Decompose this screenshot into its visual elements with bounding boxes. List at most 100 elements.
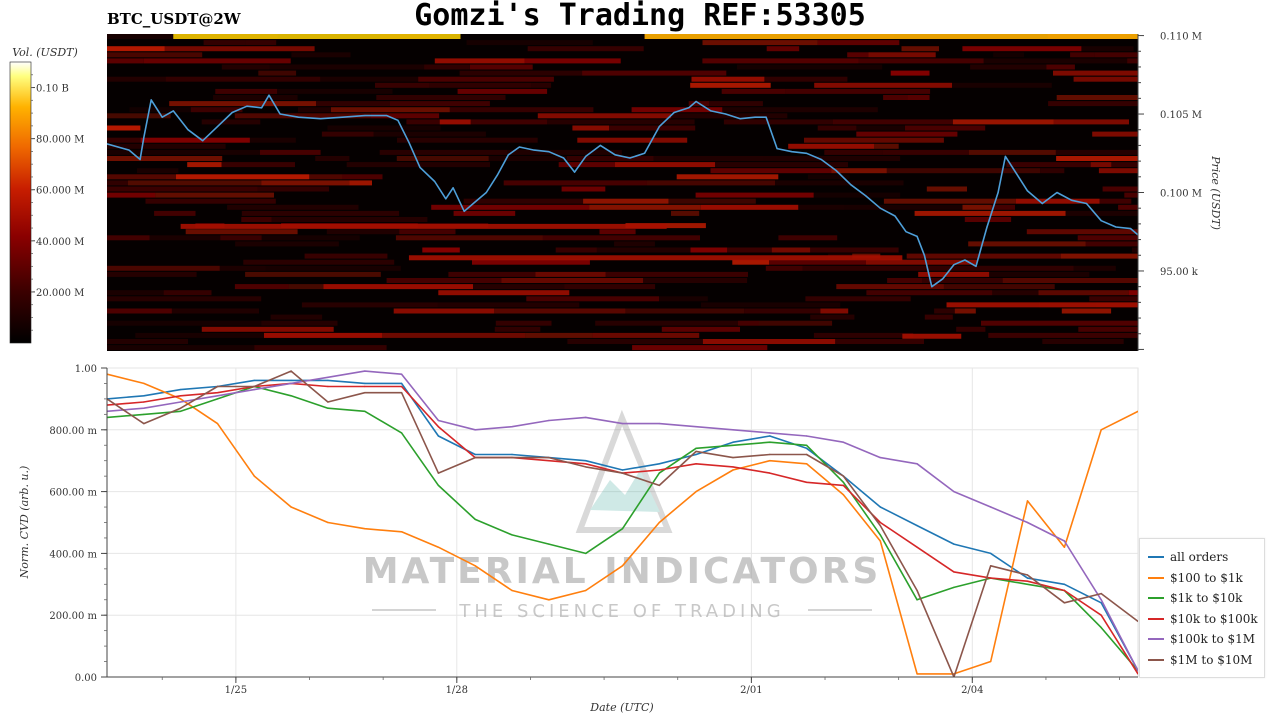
cvd-point bbox=[732, 469, 734, 471]
price-point bbox=[496, 174, 498, 176]
heatmap-cell bbox=[700, 204, 799, 210]
watermark: MATERIAL INDICATORS THE SCIENCE OF TRADI… bbox=[363, 409, 878, 622]
cvd-y-tick-label: 400.00 m bbox=[49, 549, 97, 560]
heatmap-cell bbox=[1060, 253, 1138, 259]
legend-item: $1M to $10M bbox=[1148, 650, 1252, 670]
cvd-x-tick-label: 1/28 bbox=[446, 685, 468, 696]
cvd-point bbox=[290, 379, 292, 382]
heatmap-cell bbox=[710, 168, 832, 174]
heatmap-cell bbox=[107, 137, 141, 143]
cvd-x-tick-label: 2/01 bbox=[740, 685, 762, 696]
heatmap-cell bbox=[970, 64, 1047, 70]
heatmap-cell bbox=[249, 137, 296, 143]
heatmap-cell bbox=[858, 58, 984, 64]
legend-label: $1M to $10M bbox=[1170, 652, 1253, 667]
heatmap-cell bbox=[989, 271, 1090, 277]
cvd-point bbox=[474, 518, 476, 521]
heatmap-cell bbox=[107, 186, 258, 192]
price-point bbox=[739, 118, 741, 120]
price-point bbox=[518, 146, 521, 148]
cvd-point bbox=[916, 546, 918, 548]
heatmap-cell bbox=[1081, 46, 1134, 52]
price-point bbox=[1015, 173, 1018, 175]
heatmap-cell bbox=[107, 174, 176, 180]
price-point bbox=[1041, 202, 1043, 205]
price-tick-label: 0.105 M bbox=[1160, 110, 1202, 121]
cvd-point bbox=[290, 370, 292, 372]
heatmap-cell bbox=[661, 326, 740, 332]
cvd-point bbox=[216, 392, 219, 394]
cvd-point bbox=[290, 395, 292, 397]
heatmap-cell bbox=[1124, 192, 1138, 198]
cvd-point bbox=[437, 472, 440, 474]
price-point bbox=[923, 254, 926, 256]
cvd-point bbox=[437, 546, 440, 548]
heatmap-cell bbox=[883, 95, 908, 100]
heatmap-cell bbox=[968, 241, 1086, 247]
heatmap-cell bbox=[265, 265, 401, 271]
cvd-point bbox=[621, 469, 624, 471]
cvd-point bbox=[400, 432, 403, 434]
cvd-point bbox=[327, 376, 329, 378]
cvd-point bbox=[548, 460, 550, 462]
heatmap-cell bbox=[271, 217, 428, 222]
cvd-point bbox=[621, 472, 624, 474]
heatmap-cell bbox=[163, 290, 212, 296]
heatmap-cell bbox=[399, 229, 456, 235]
legend-item: $1k to $10k bbox=[1148, 588, 1242, 608]
heatmap-cell bbox=[567, 339, 703, 344]
cvd-point bbox=[400, 382, 403, 385]
heatmap-cell bbox=[788, 143, 874, 149]
heatmap-cell bbox=[659, 296, 708, 302]
cvd-y-tick-label: 1.00 bbox=[75, 364, 97, 375]
price-point bbox=[320, 118, 322, 120]
cvd-point bbox=[769, 432, 771, 434]
heatmap-cell bbox=[890, 70, 930, 76]
colorbar-tick-label: 80.000 M bbox=[36, 135, 84, 146]
heatmap-cell bbox=[301, 302, 438, 308]
heatmap-cell bbox=[778, 235, 838, 241]
cvd-point bbox=[1137, 670, 1138, 672]
legend-label: $100 to $1k bbox=[1170, 570, 1243, 585]
heatmap-cell bbox=[582, 70, 727, 76]
cvd-point bbox=[1063, 589, 1066, 592]
heatmap-cell bbox=[227, 204, 359, 210]
heatmap-cell bbox=[922, 278, 1003, 283]
heatmap-cell bbox=[395, 235, 543, 241]
heatmap-cell bbox=[644, 34, 1138, 39]
cvd-point bbox=[805, 435, 808, 437]
price-point bbox=[1085, 202, 1088, 205]
cvd-point bbox=[511, 426, 513, 428]
price-point bbox=[507, 154, 509, 156]
cvd-point bbox=[364, 528, 366, 530]
heatmap-cell bbox=[245, 271, 381, 277]
heatmap-cell bbox=[245, 40, 277, 46]
heatmap-cell bbox=[833, 119, 953, 125]
price-point bbox=[107, 143, 108, 145]
cvd-point bbox=[143, 401, 145, 403]
cvd-point bbox=[179, 398, 182, 400]
heatmap-cell bbox=[983, 58, 1128, 64]
heatmap-cell bbox=[609, 125, 696, 131]
heatmap-cell bbox=[135, 332, 264, 338]
cvd-point bbox=[1100, 429, 1102, 431]
heatmap-cell bbox=[769, 259, 866, 265]
price-point bbox=[434, 180, 436, 183]
heatmap-cell bbox=[386, 278, 502, 283]
heatmap-cell bbox=[176, 174, 310, 180]
heatmap-cell bbox=[291, 52, 351, 58]
heatmap-cell bbox=[1053, 70, 1138, 76]
cvd-point bbox=[179, 388, 182, 391]
heatmap-cell bbox=[1055, 149, 1138, 155]
cvd-point bbox=[805, 453, 808, 456]
heatmap-cell bbox=[503, 180, 647, 186]
price-point bbox=[673, 111, 675, 114]
price-point bbox=[942, 278, 944, 280]
cvd-point bbox=[916, 463, 918, 465]
price-line-layer bbox=[107, 94, 1138, 288]
cvd-y-tick-label: 0.00 bbox=[75, 673, 97, 684]
cvd-point bbox=[327, 407, 329, 409]
heatmap-cell bbox=[1118, 204, 1138, 210]
price-point bbox=[644, 152, 646, 154]
